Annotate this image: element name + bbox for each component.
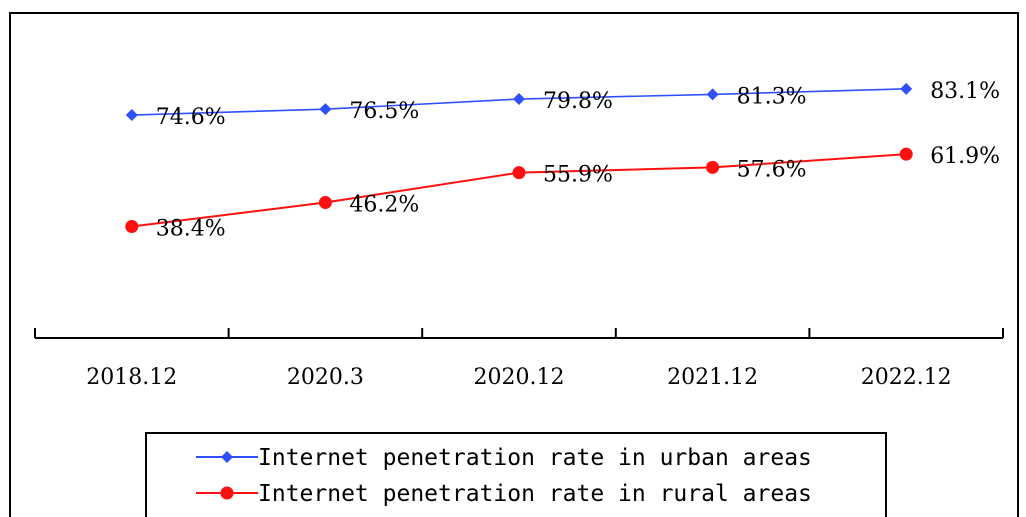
data-point (512, 166, 526, 180)
series-rural: 38.4% 46.2% 55.9% 57.6% 61.9% (125, 144, 1000, 242)
data-label: 83.1% (930, 79, 1000, 104)
data-label: 38.4% (156, 217, 226, 242)
x-tick-label: 2021.12 (667, 365, 758, 390)
data-label: 81.3% (737, 84, 807, 109)
x-tick-label: 2018.12 (86, 365, 177, 390)
x-tick-label: 2022.12 (861, 365, 952, 390)
data-point (899, 147, 913, 161)
x-tick-label: 2020.12 (474, 365, 565, 390)
data-label: 79.8% (543, 89, 613, 114)
series-urban: 74.6% 76.5% 79.8% 81.3% 83.1% (125, 79, 1000, 130)
x-tick-label: 2020.3 (287, 365, 364, 390)
chart-border (9, 12, 1019, 517)
data-point (125, 109, 138, 122)
legend-marker (221, 451, 233, 463)
legend-label: Internet penetration rate in urban areas (258, 445, 812, 471)
plot-area: 74.6% 76.5% 79.8% 81.3% 83.1% 38.4% 46.2% 55.9%… (125, 79, 1000, 242)
legend-marker (220, 486, 234, 500)
data-point (706, 88, 719, 101)
data-label: 57.6% (737, 157, 807, 182)
legend-label: Internet penetration rate in rural areas (258, 481, 812, 507)
data-point (513, 93, 525, 106)
data-label: 61.9% (930, 144, 1000, 169)
data-label: 55.9% (543, 163, 613, 188)
data-point (318, 196, 332, 210)
data-label: 46.2% (349, 193, 419, 218)
data-label: 74.6% (156, 105, 226, 130)
data-point (706, 160, 720, 174)
data-point (125, 220, 139, 234)
legend: Internet penetration rate in urban areas… (145, 432, 887, 517)
legend-box (145, 432, 887, 517)
data-point (319, 103, 332, 116)
data-label: 76.5% (349, 99, 419, 124)
data-point (900, 82, 913, 95)
x-axis: 2018.12 2020.3 2020.12 2021.12 2022.12 (34, 328, 1004, 390)
